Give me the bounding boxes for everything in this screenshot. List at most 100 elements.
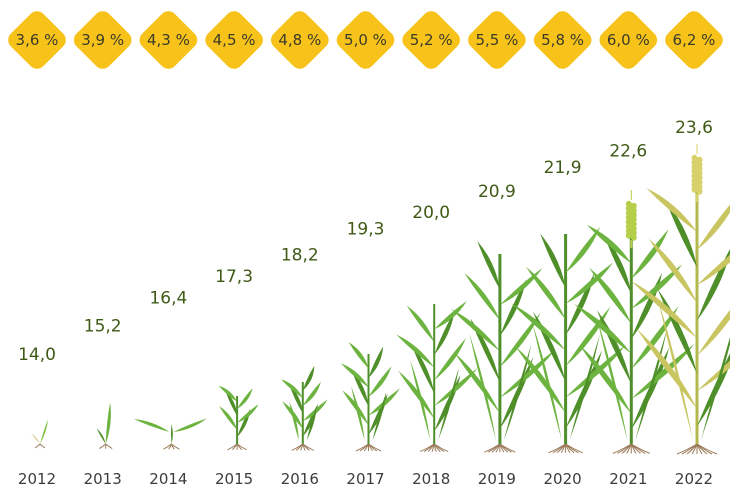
plant-root (236, 443, 247, 451)
x-tick-label: 2021 (609, 470, 647, 488)
badge-diamond (73, 11, 132, 69)
plant-leaf (302, 381, 321, 406)
grain (625, 209, 632, 217)
plant-leaf (631, 229, 669, 279)
badge-diamond (533, 11, 592, 69)
plant-leaf (503, 343, 532, 440)
grain (691, 172, 698, 180)
grain (696, 156, 703, 164)
percentage-badge: 5,5 % (468, 11, 526, 69)
plant-leaf (410, 343, 435, 393)
x-tick-label: 2019 (478, 470, 516, 488)
plant-root (359, 443, 369, 452)
plant-leaf (434, 300, 467, 330)
grain (696, 179, 703, 186)
value-label: 14,0 (18, 345, 56, 365)
percentage-label: 5,0 % (344, 31, 387, 49)
percentage-badge: 4,3 % (139, 11, 198, 69)
plant-root (105, 443, 113, 450)
plant-leaf (697, 309, 730, 356)
plant-leaf (237, 388, 253, 409)
plant-leaf (170, 424, 173, 444)
plant-leaf (225, 391, 238, 416)
plant (450, 241, 556, 453)
plant-leaf (398, 370, 435, 419)
percentage-badge: 3,6 % (8, 11, 66, 69)
plant-leaf (469, 333, 496, 440)
value-label: 15,2 (84, 317, 122, 337)
percentage-label: 4,8 % (278, 31, 321, 49)
plant-leaf (434, 338, 466, 381)
percentage-badge: 4,8 % (271, 11, 329, 69)
percentage-badge: 6,0 % (599, 11, 658, 69)
percentage-label: 6,2 % (673, 31, 716, 49)
value-label: 22,6 (609, 142, 647, 162)
x-tick-label: 2014 (149, 470, 187, 488)
plant-root (368, 443, 382, 452)
badge-diamond (402, 11, 460, 69)
percentage-label: 5,2 % (410, 31, 453, 49)
plant (396, 300, 478, 453)
plant-leaf (596, 317, 628, 440)
plant-leaf (289, 384, 303, 414)
grain (630, 211, 637, 219)
plant-leaf (532, 322, 562, 440)
plant-leaf (464, 273, 500, 321)
percentage-label: 3,9 % (81, 31, 124, 49)
plant-leaf (470, 318, 500, 383)
grain (625, 232, 632, 239)
plant-root (548, 443, 566, 454)
grain (691, 177, 698, 184)
plant-leaf (348, 342, 369, 369)
grain (630, 216, 637, 223)
plant-leaf (701, 337, 730, 440)
grain (696, 165, 703, 173)
grain (625, 205, 632, 212)
plant-leaf (525, 266, 566, 320)
plant-root (171, 443, 180, 450)
plant-root (433, 443, 449, 453)
percentage-badge: 5,0 % (336, 11, 395, 69)
percentage-label: 5,5 % (475, 31, 518, 49)
plant (218, 385, 259, 451)
plant-leaf (631, 343, 695, 399)
value-label: 16,4 (149, 288, 187, 308)
plant-leaf (396, 334, 435, 368)
plant-leaf (511, 303, 566, 351)
plant-leaf (515, 346, 566, 413)
value-label: 17,3 (215, 267, 253, 287)
x-tick-label: 2015 (215, 470, 253, 488)
plant-leaf (31, 433, 40, 444)
plant-leaf (631, 264, 683, 309)
grain (696, 188, 703, 195)
plant-leaf (586, 224, 632, 264)
grain (691, 168, 698, 175)
grain (630, 220, 637, 228)
plant-root (302, 443, 315, 451)
badge-diamond (468, 11, 526, 69)
plant-leaf (631, 281, 697, 339)
grain (691, 154, 698, 162)
plant-leaf (96, 428, 106, 444)
x-tick-label: 2022 (675, 470, 713, 488)
plant-leaf (631, 306, 679, 369)
plant-leaf (499, 312, 541, 367)
x-tick-label: 2012 (18, 470, 56, 488)
plant-illustrations (31, 144, 730, 455)
plant-leaf (173, 418, 207, 432)
percentage-badge: 5,2 % (402, 11, 460, 69)
plant-root (565, 443, 583, 454)
plant-leaf (219, 406, 238, 430)
grain (691, 186, 698, 193)
grain (691, 181, 698, 189)
plant (340, 342, 401, 452)
plant-leaf (477, 241, 500, 290)
plant-leaf (499, 356, 534, 429)
plant-leaf (697, 204, 730, 250)
plant (631, 144, 730, 455)
plant-leaf (697, 254, 730, 286)
plant-leaf (340, 363, 369, 388)
plant-root (696, 443, 718, 455)
plant-leaf (453, 352, 500, 414)
